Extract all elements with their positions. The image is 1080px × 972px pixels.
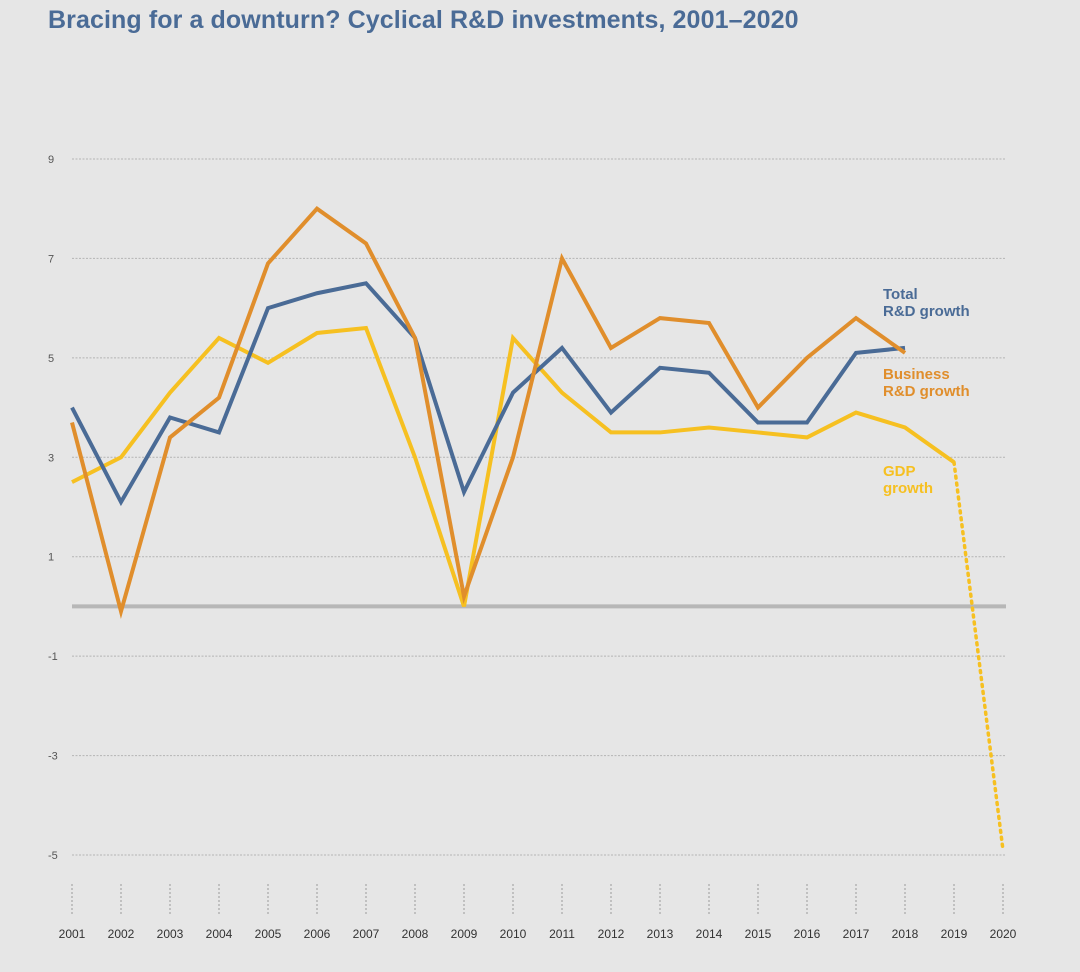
x-tick-label: 2012 xyxy=(598,927,625,941)
series-label-line: Total xyxy=(883,286,918,303)
series-line-gdp xyxy=(71,325,956,608)
series-label-line: Business xyxy=(883,366,950,383)
y-tick-label: 9 xyxy=(48,154,54,166)
x-tick-label: 2010 xyxy=(500,927,527,941)
x-tick-label: 2013 xyxy=(647,927,674,941)
series-label-gdp: GDP growth xyxy=(883,463,933,497)
series-line-total_rd xyxy=(70,281,906,507)
x-tick-label: 2018 xyxy=(892,927,919,941)
x-tick-label: 2016 xyxy=(794,927,821,941)
x-tick-label: 2001 xyxy=(59,927,86,941)
x-tick-label: 2003 xyxy=(157,927,184,941)
series-label-business_rd: Business R&D growth xyxy=(883,366,970,400)
series-line-business_rd xyxy=(70,206,907,620)
y-tick-label: 5 xyxy=(48,353,54,365)
x-tick-label: 2015 xyxy=(745,927,772,941)
chart-title: Bracing for a downturn? Cyclical R&D inv… xyxy=(48,6,799,34)
y-tick-label: 3 xyxy=(48,452,54,464)
series-label-total_rd: Total R&D growth xyxy=(883,286,970,320)
x-tick-label: 2005 xyxy=(255,927,282,941)
series-label-line: R&D growth xyxy=(883,303,970,320)
x-tick-label: 2002 xyxy=(108,927,135,941)
x-tick-label: 2019 xyxy=(941,927,968,941)
series-label-line: GDP xyxy=(883,463,916,480)
x-tick-label: 2017 xyxy=(843,927,870,941)
series-label-line: growth xyxy=(883,480,933,497)
series-label-line: R&D growth xyxy=(883,383,970,400)
y-tick-label: -5 xyxy=(48,850,58,862)
x-tick-label: 2004 xyxy=(206,927,233,941)
y-tick-label: 7 xyxy=(48,253,54,265)
y-tick-label: -3 xyxy=(48,751,58,763)
x-tick-label: 2011 xyxy=(549,927,575,941)
x-tick-label: 2007 xyxy=(353,927,380,941)
series-projection-gdp xyxy=(952,460,1005,852)
x-tick-label: 2020 xyxy=(990,927,1017,941)
x-tick-label: 2006 xyxy=(304,927,331,941)
y-tick-label: 1 xyxy=(48,552,54,564)
x-tick-label: 2014 xyxy=(696,927,723,941)
x-tick-label: 2009 xyxy=(451,927,478,941)
x-tick-label: 2008 xyxy=(402,927,429,941)
y-tick-label: -1 xyxy=(48,651,58,663)
